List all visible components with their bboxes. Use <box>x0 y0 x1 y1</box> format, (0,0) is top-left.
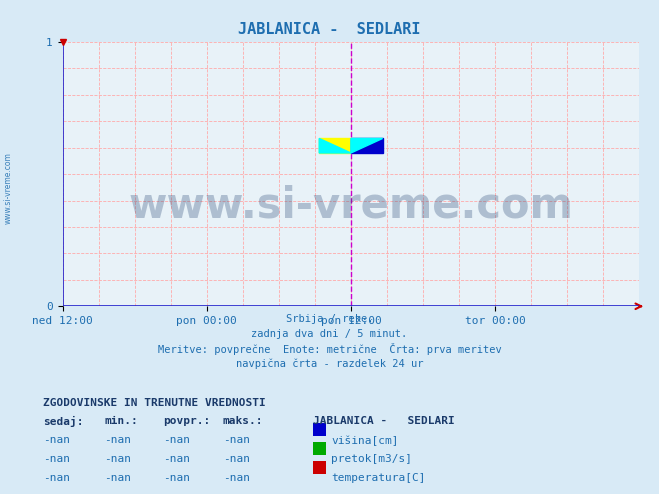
Text: ZGODOVINSKE IN TRENUTNE VREDNOSTI: ZGODOVINSKE IN TRENUTNE VREDNOSTI <box>43 398 266 408</box>
Text: -nan: -nan <box>104 435 131 445</box>
Bar <box>319 138 351 153</box>
Text: -nan: -nan <box>163 473 190 483</box>
Text: povpr.:: povpr.: <box>163 416 211 426</box>
Text: -nan: -nan <box>43 435 70 445</box>
Text: -nan: -nan <box>104 473 131 483</box>
Text: sedaj:: sedaj: <box>43 416 83 427</box>
Text: -nan: -nan <box>163 435 190 445</box>
Polygon shape <box>319 138 351 153</box>
Text: -nan: -nan <box>223 454 250 464</box>
Text: zadnja dva dni / 5 minut.: zadnja dva dni / 5 minut. <box>251 329 408 338</box>
Text: -nan: -nan <box>223 435 250 445</box>
Text: temperatura[C]: temperatura[C] <box>331 473 426 483</box>
Text: -nan: -nan <box>223 473 250 483</box>
Text: JABLANICA -   SEDLARI: JABLANICA - SEDLARI <box>313 416 455 426</box>
Text: www.si-vreme.com: www.si-vreme.com <box>129 185 573 227</box>
Text: -nan: -nan <box>43 473 70 483</box>
Text: višina[cm]: višina[cm] <box>331 435 399 446</box>
Text: -nan: -nan <box>104 454 131 464</box>
Text: navpična črta - razdelek 24 ur: navpična črta - razdelek 24 ur <box>236 358 423 369</box>
Bar <box>351 138 383 153</box>
Text: Meritve: povprečne  Enote: metrične  Črta: prva meritev: Meritve: povprečne Enote: metrične Črta:… <box>158 343 501 355</box>
Text: -nan: -nan <box>163 454 190 464</box>
Text: maks.:: maks.: <box>223 416 263 426</box>
Polygon shape <box>351 138 383 153</box>
Text: pretok[m3/s]: pretok[m3/s] <box>331 454 413 464</box>
Text: JABLANICA -  SEDLARI: JABLANICA - SEDLARI <box>239 22 420 37</box>
Text: Srbija / reke.: Srbija / reke. <box>286 314 373 324</box>
Text: www.si-vreme.com: www.si-vreme.com <box>3 152 13 224</box>
Text: min.:: min.: <box>104 416 138 426</box>
Text: -nan: -nan <box>43 454 70 464</box>
